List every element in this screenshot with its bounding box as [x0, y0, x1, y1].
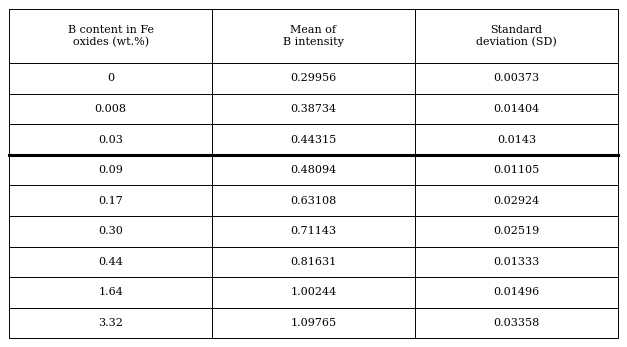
Text: 0.008: 0.008 [95, 104, 127, 114]
Text: 0.71143: 0.71143 [290, 226, 337, 236]
Text: 0.81631: 0.81631 [290, 257, 337, 267]
Text: B content in Fe
oxides (wt.%): B content in Fe oxides (wt.%) [68, 25, 154, 47]
Text: 0.17: 0.17 [98, 196, 123, 206]
Text: 0.48094: 0.48094 [290, 165, 337, 175]
Text: 0.03: 0.03 [98, 135, 123, 145]
Text: 0.09: 0.09 [98, 165, 123, 175]
Text: 0.29956: 0.29956 [290, 73, 337, 83]
Text: 0.03358: 0.03358 [493, 318, 539, 328]
Text: 0.01333: 0.01333 [493, 257, 539, 267]
Text: 1.64: 1.64 [98, 287, 123, 297]
Text: 0.01496: 0.01496 [493, 287, 539, 297]
Text: 0.00373: 0.00373 [493, 73, 539, 83]
Text: 0.02924: 0.02924 [493, 196, 539, 206]
Text: 3.32: 3.32 [98, 318, 123, 328]
Text: 0.30: 0.30 [98, 226, 123, 236]
Text: 0: 0 [107, 73, 114, 83]
Text: 1.00244: 1.00244 [290, 287, 337, 297]
Text: 1.09765: 1.09765 [290, 318, 337, 328]
Text: Standard
deviation (SD): Standard deviation (SD) [476, 25, 557, 47]
Text: 0.01105: 0.01105 [493, 165, 539, 175]
Text: 0.02519: 0.02519 [493, 226, 539, 236]
Text: 0.01404: 0.01404 [493, 104, 539, 114]
Text: 0.38734: 0.38734 [290, 104, 337, 114]
Text: 0.44315: 0.44315 [290, 135, 337, 145]
Text: Mean of
B intensity: Mean of B intensity [283, 25, 344, 46]
Text: 0.63108: 0.63108 [290, 196, 337, 206]
Text: 0.44: 0.44 [98, 257, 123, 267]
Text: 0.0143: 0.0143 [497, 135, 536, 145]
